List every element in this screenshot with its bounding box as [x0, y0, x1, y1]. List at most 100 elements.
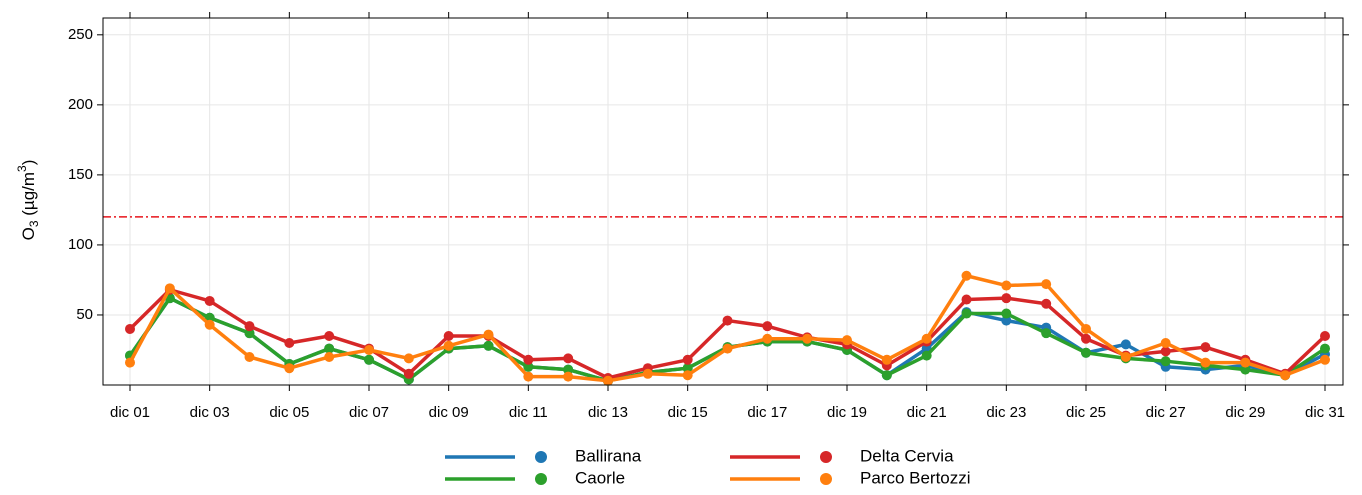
y-label-part: 3 — [27, 220, 41, 227]
y-tick-label: 200 — [68, 96, 93, 113]
data-point — [921, 333, 932, 344]
data-point — [523, 371, 534, 382]
data-point — [563, 364, 574, 375]
data-point — [284, 363, 295, 374]
x-tick-label: dic 27 — [1146, 404, 1186, 421]
x-tick-label: dic 05 — [269, 404, 309, 421]
legend-label: Parco Bertozzi — [860, 468, 971, 487]
data-point — [563, 371, 574, 382]
data-point — [204, 319, 215, 330]
x-tick-label: dic 17 — [747, 404, 787, 421]
y-tick-label: 100 — [68, 236, 93, 253]
data-point — [682, 354, 693, 365]
y-label-part: 3 — [15, 165, 29, 172]
data-point — [244, 328, 255, 339]
data-point — [1200, 357, 1211, 368]
data-point — [1081, 333, 1091, 344]
data-point — [1160, 356, 1171, 367]
data-point — [1120, 351, 1131, 362]
x-tick-label: dic 31 — [1305, 404, 1345, 421]
y-label-part: ) — [19, 160, 38, 166]
legend-marker — [535, 451, 547, 463]
series-line — [128, 287, 1327, 380]
data-point — [722, 343, 733, 354]
data-point — [244, 351, 255, 362]
data-point — [1120, 339, 1131, 350]
data-point — [443, 340, 454, 351]
data-point — [1001, 315, 1012, 326]
data-point — [1041, 298, 1052, 309]
data-point — [1280, 370, 1291, 381]
data-point — [1081, 347, 1091, 358]
data-point — [364, 354, 374, 365]
series-line — [128, 273, 1326, 383]
data-point — [1041, 279, 1052, 290]
data-point — [523, 361, 534, 372]
data-point — [881, 354, 892, 365]
legend-marker — [820, 473, 832, 485]
data-point — [1160, 337, 1171, 348]
data-point — [842, 335, 852, 346]
data-point — [881, 370, 892, 381]
x-tick-label: dic 21 — [907, 404, 947, 421]
data-point — [762, 321, 773, 332]
data-point — [244, 321, 255, 332]
y-tick-label: 250 — [68, 26, 93, 43]
data-point — [403, 368, 414, 379]
data-point — [284, 337, 295, 348]
x-tick-label: dic 29 — [1225, 404, 1265, 421]
legend-label: Delta Cervia — [860, 446, 954, 465]
data-point — [1081, 323, 1091, 334]
data-point — [324, 351, 335, 362]
data-point — [1001, 308, 1012, 319]
data-point — [603, 375, 613, 386]
x-tick-label: dic 07 — [349, 404, 389, 421]
data-point — [642, 368, 653, 379]
data-point — [483, 340, 494, 351]
data-point — [1001, 280, 1012, 291]
x-tick-label: dic 15 — [668, 404, 708, 421]
data-point — [164, 283, 175, 294]
data-point — [921, 350, 932, 361]
data-point — [204, 295, 215, 306]
data-point — [403, 353, 414, 364]
data-point — [961, 270, 972, 281]
data-point — [125, 323, 135, 334]
y-label-part: (µg/m — [19, 172, 38, 221]
legend-marker — [535, 473, 547, 485]
x-tick-label: dic 03 — [190, 404, 230, 421]
y-axis-label: O3 (µg/m3) — [15, 160, 41, 241]
data-point — [443, 330, 454, 341]
data-point — [722, 315, 733, 326]
y-tick-label: 150 — [68, 166, 93, 183]
legend-label: Caorle — [575, 468, 625, 487]
x-tick-label: dic 25 — [1066, 404, 1106, 421]
data-point — [1041, 328, 1052, 339]
data-point — [961, 294, 972, 305]
x-tick-label: dic 01 — [110, 404, 150, 421]
y-tick-label: 50 — [76, 306, 93, 323]
data-point — [324, 330, 335, 341]
legend-marker — [820, 451, 832, 463]
data-point — [563, 353, 574, 364]
data-point — [125, 357, 135, 368]
data-point — [682, 363, 693, 374]
x-tick-label: dic 13 — [588, 404, 628, 421]
data-point — [324, 343, 335, 354]
x-tick-label: dic 09 — [429, 404, 469, 421]
plot-frame — [102, 17, 1344, 386]
x-tick-label: dic 23 — [986, 404, 1026, 421]
y-label-part: O — [19, 227, 38, 240]
data-point — [802, 333, 813, 344]
data-point — [1200, 342, 1211, 353]
x-tick-label: dic 19 — [827, 404, 867, 421]
data-point — [1320, 330, 1330, 341]
legend-label: Ballirana — [575, 446, 642, 465]
data-point — [1320, 343, 1330, 354]
data-point — [364, 344, 374, 355]
data-point — [1240, 364, 1251, 375]
data-point — [1160, 346, 1171, 357]
data-point — [682, 370, 693, 381]
x-tick-label: dic 11 — [509, 404, 548, 421]
